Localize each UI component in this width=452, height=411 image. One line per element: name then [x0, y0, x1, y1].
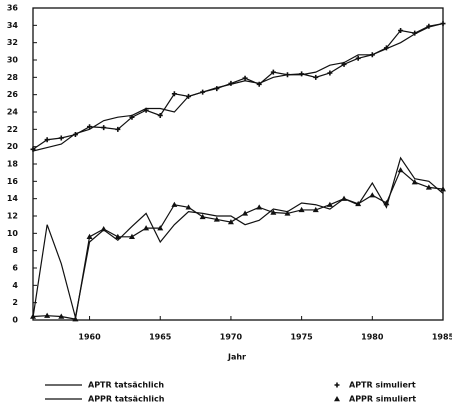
legend-swatch	[334, 382, 340, 388]
data-point	[397, 167, 404, 173]
data-point	[426, 23, 432, 29]
x-tick-label: 1975	[290, 333, 313, 342]
data-point	[100, 226, 107, 232]
data-point	[72, 316, 79, 322]
data-point	[186, 93, 192, 99]
y-tick-label: 28	[7, 73, 19, 82]
data-point	[58, 135, 64, 141]
y-tick-label: 8	[12, 246, 18, 255]
x-tick-label: 1980	[361, 333, 384, 342]
data-point	[341, 61, 347, 67]
data-point	[298, 206, 305, 213]
y-tick-label: 4	[12, 281, 18, 290]
data-point	[171, 201, 178, 207]
data-point	[312, 206, 319, 213]
data-point	[199, 213, 206, 220]
data-point	[72, 132, 78, 138]
data-point	[341, 195, 348, 201]
x-axis-label: Jahr	[227, 353, 246, 362]
legend-label: APPR simuliert	[349, 395, 416, 404]
data-point	[326, 201, 333, 207]
y-tick-label: 18	[7, 160, 19, 169]
data-point	[270, 69, 276, 75]
y-tick-label: 26	[7, 90, 19, 99]
data-point	[86, 233, 93, 239]
data-point	[256, 204, 263, 210]
data-point	[30, 146, 36, 152]
data-point	[425, 184, 432, 190]
data-point	[44, 137, 50, 143]
y-tick-label: 24	[7, 108, 19, 117]
legend-swatch	[334, 396, 340, 402]
data-point	[383, 200, 390, 206]
series-line	[32, 23, 444, 150]
data-point	[143, 107, 149, 113]
data-point	[157, 112, 163, 118]
series-line	[32, 169, 444, 320]
data-point	[355, 200, 362, 207]
data-point	[44, 312, 51, 318]
data-point	[440, 186, 446, 192]
data-point	[242, 210, 249, 216]
data-point	[256, 81, 262, 87]
data-point	[115, 126, 121, 132]
y-tick-label: 6	[12, 264, 18, 273]
y-tick-label: 20	[7, 142, 19, 151]
data-point	[299, 71, 305, 77]
y-tick-label: 16	[7, 177, 19, 186]
data-point	[411, 179, 418, 185]
plot-frame	[32, 7, 444, 321]
data-point	[284, 210, 291, 216]
data-point	[228, 80, 234, 86]
series-line	[32, 156, 444, 318]
data-point	[440, 21, 446, 27]
data-point	[157, 225, 164, 231]
x-tick-label: 1960	[78, 333, 101, 342]
data-point	[114, 233, 121, 239]
data-point	[227, 219, 234, 225]
data-point	[214, 86, 220, 92]
data-point	[101, 125, 107, 131]
data-point	[129, 114, 135, 120]
data-point	[398, 28, 404, 34]
y-tick-label: 12	[7, 212, 18, 221]
data-point	[185, 204, 192, 210]
data-point	[171, 91, 177, 97]
y-tick-label: 22	[7, 125, 18, 134]
data-point	[213, 216, 220, 222]
data-point	[383, 45, 389, 51]
data-point	[242, 75, 248, 81]
y-tick-label: 0	[12, 316, 18, 325]
y-tick-label: 14	[7, 194, 19, 203]
series-line	[32, 23, 444, 152]
x-tick-label: 1985	[432, 333, 452, 342]
data-point	[143, 225, 150, 231]
data-point	[58, 313, 65, 319]
data-point	[30, 313, 36, 319]
legend-label: APPR tatsächlich	[88, 395, 165, 404]
x-tick-label: 1970	[220, 333, 243, 342]
data-point	[355, 55, 361, 61]
data-point	[412, 30, 418, 36]
data-point	[369, 192, 376, 198]
legend-label: APTR tatsächlich	[88, 381, 164, 390]
x-tick-label: 1965	[149, 333, 172, 342]
data-point	[87, 124, 93, 130]
y-tick-label: 32	[7, 38, 18, 47]
y-tick-label: 10	[7, 229, 19, 238]
data-point	[327, 70, 333, 76]
y-tick-label: 2	[12, 298, 18, 307]
legend-label: APTR simuliert	[349, 381, 416, 390]
y-tick-label: 34	[7, 21, 19, 30]
data-point	[200, 89, 206, 95]
y-tick-label: 30	[7, 56, 19, 65]
data-point	[369, 52, 375, 58]
data-point	[270, 209, 277, 215]
y-tick-label: 36	[7, 4, 19, 13]
data-point	[128, 233, 135, 239]
data-point	[284, 72, 290, 78]
data-point	[313, 74, 319, 80]
